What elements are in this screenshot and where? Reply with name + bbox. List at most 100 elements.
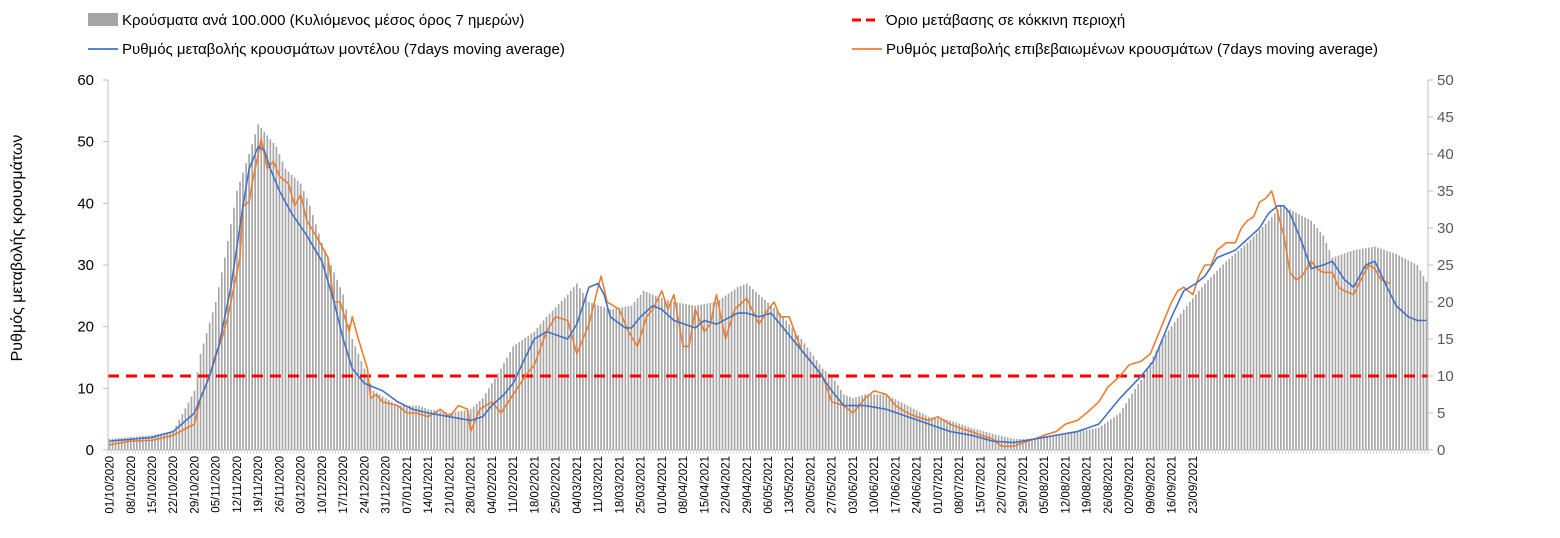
bar	[1185, 305, 1188, 450]
bar	[1064, 433, 1067, 450]
bar	[572, 287, 575, 450]
bar	[445, 412, 448, 450]
bar	[1176, 317, 1179, 450]
bar	[1337, 255, 1340, 450]
bar	[591, 303, 593, 450]
bar	[1119, 413, 1121, 450]
bar	[1374, 246, 1376, 450]
bar	[1012, 438, 1015, 450]
bar	[1113, 417, 1115, 450]
bar	[715, 302, 718, 450]
bar	[129, 437, 132, 450]
bar	[220, 272, 223, 450]
bar	[1173, 322, 1176, 450]
bar	[406, 405, 408, 450]
bar	[305, 198, 308, 450]
bar	[900, 402, 903, 450]
bar	[755, 291, 757, 450]
bar	[1419, 270, 1422, 450]
bar	[937, 418, 939, 450]
x-tick-label: 10/06/2021	[869, 456, 881, 514]
x-tick-label: 17/12/2020	[338, 456, 350, 514]
bar	[248, 154, 250, 450]
bar	[381, 396, 384, 450]
bar	[321, 242, 323, 450]
bar	[1401, 257, 1404, 450]
bar	[1361, 248, 1364, 450]
bar	[481, 398, 484, 450]
bar	[539, 324, 542, 450]
x-tick-label: 08/07/2021	[954, 456, 966, 514]
bar	[1107, 421, 1109, 450]
x-tick-label: 15/04/2021	[699, 456, 711, 514]
bar	[648, 293, 651, 450]
bar	[1164, 334, 1167, 450]
bar	[1307, 219, 1309, 450]
bar	[160, 433, 162, 450]
bar	[463, 410, 466, 450]
bar	[396, 405, 399, 450]
bar	[308, 205, 311, 450]
legend-label-model: Ρυθμός μεταβολής κρουσμάτων μοντέλου (7d…	[122, 41, 565, 58]
bar	[208, 322, 211, 450]
x-tick-label: 19/11/2020	[253, 456, 265, 513]
bar	[1252, 236, 1255, 450]
bar	[882, 394, 885, 450]
bar	[230, 224, 232, 450]
bar	[915, 410, 918, 450]
bar	[439, 411, 442, 450]
bar	[663, 298, 666, 450]
bar	[521, 340, 524, 450]
x-tick-label: 11/02/2021	[508, 456, 520, 513]
x-tick-label: 22/10/2020	[168, 456, 180, 514]
bar	[967, 426, 970, 450]
bar	[846, 395, 848, 450]
bar	[148, 435, 150, 450]
bar	[263, 131, 266, 451]
bar	[870, 394, 873, 450]
bar	[1392, 252, 1394, 450]
bar	[126, 437, 129, 450]
bar	[1134, 388, 1137, 450]
bar	[645, 292, 648, 450]
bar	[855, 397, 857, 450]
bar	[1258, 230, 1261, 450]
bar	[697, 305, 700, 450]
bar	[372, 390, 375, 450]
bar	[1310, 220, 1313, 450]
bar	[642, 290, 645, 450]
bar	[864, 394, 866, 450]
bar	[478, 400, 481, 450]
bar	[767, 302, 769, 450]
bar	[797, 335, 800, 450]
bar	[566, 294, 569, 450]
bar	[1422, 276, 1425, 450]
bar	[217, 287, 220, 450]
x-tick-label: 13/05/2021	[784, 456, 796, 514]
bar	[803, 343, 806, 450]
bar	[257, 124, 260, 451]
bar	[336, 279, 338, 450]
bar	[988, 432, 991, 450]
bar	[399, 405, 402, 450]
bar	[1161, 339, 1164, 450]
bar	[1037, 438, 1039, 450]
bar	[912, 408, 915, 450]
bar	[1316, 228, 1319, 450]
x-tick-label: 21/01/2021	[444, 456, 456, 514]
bar	[624, 306, 627, 450]
x-tick-label: 31/12/2020	[381, 456, 393, 514]
y-right-tick-label: 20	[1437, 294, 1454, 311]
bar	[509, 351, 511, 450]
bar	[1243, 245, 1246, 450]
y-left-tick-label: 30	[77, 257, 94, 274]
legend-swatch-bars	[88, 13, 118, 26]
bar	[427, 409, 429, 450]
bar	[1025, 438, 1027, 450]
x-tick-label: 24/12/2020	[359, 456, 371, 514]
x-tick-label: 01/07/2021	[933, 456, 945, 514]
bar	[275, 146, 278, 450]
line-series	[108, 138, 1428, 448]
bar	[487, 388, 490, 450]
bar	[921, 413, 924, 450]
